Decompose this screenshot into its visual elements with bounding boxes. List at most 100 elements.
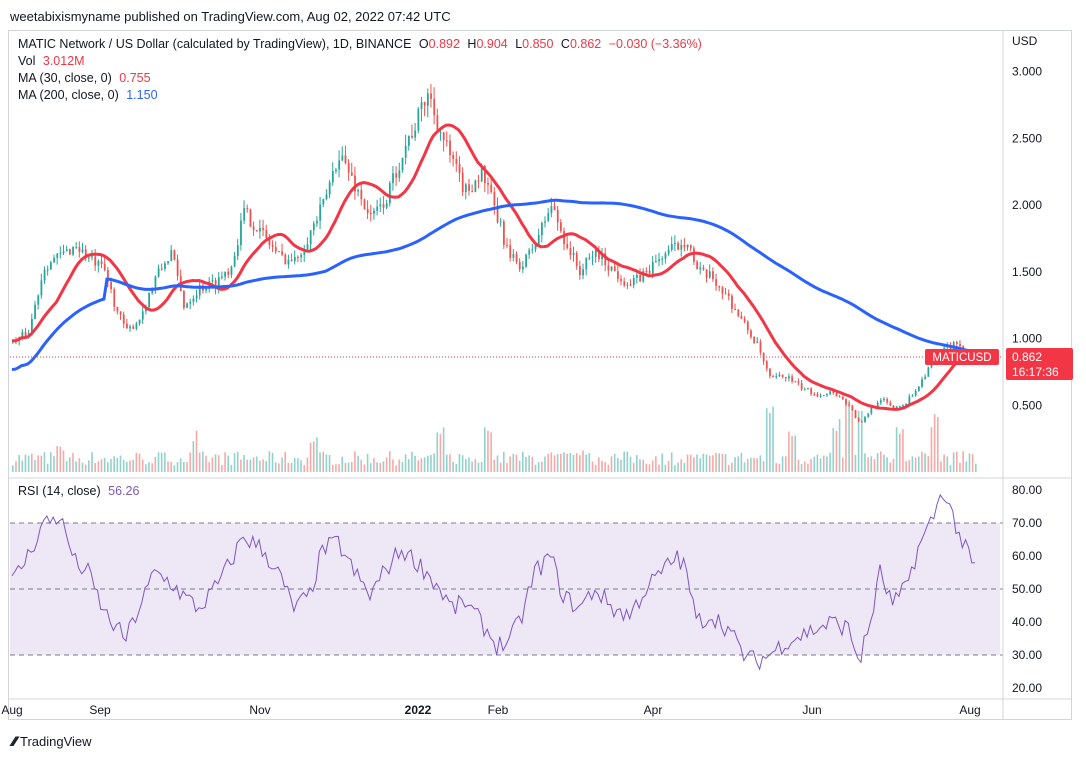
- volume-bar: [458, 453, 461, 472]
- volume-bar: [167, 461, 169, 472]
- volume-bar: [629, 456, 632, 472]
- candle-body: [255, 230, 258, 232]
- footer-brand[interactable]: ⁄⁄⁄ TradingView: [12, 733, 92, 749]
- candle-body: [699, 267, 702, 270]
- candle-body: [224, 271, 227, 277]
- candle-body: [303, 249, 306, 255]
- rsi-label: RSI (14, close): [18, 484, 101, 498]
- volume-bar: [138, 453, 141, 472]
- candle-body: [154, 276, 157, 288]
- candle-body: [718, 285, 721, 288]
- volume-bar: [829, 452, 831, 472]
- volume-bar: [886, 457, 888, 472]
- volume-bar: [122, 459, 125, 472]
- volume-bar: [176, 462, 179, 472]
- candle-body: [822, 395, 825, 397]
- high-label: H: [467, 37, 477, 51]
- volume-bar: [401, 462, 404, 472]
- volume-bar: [186, 462, 188, 472]
- candle-body: [265, 229, 268, 239]
- volume-bar: [300, 460, 302, 472]
- volume-bar: [208, 462, 211, 472]
- volume-bar: [173, 465, 176, 472]
- candle-body: [176, 259, 179, 276]
- volume-bar: [857, 411, 860, 472]
- volume-bar: [483, 427, 486, 472]
- volume-bar: [924, 453, 926, 472]
- volume-bar: [433, 453, 435, 472]
- volume-bar: [971, 454, 974, 472]
- candle-body: [911, 395, 914, 397]
- volume-bar: [170, 461, 172, 472]
- candle-body: [382, 204, 385, 208]
- candle-body: [620, 278, 623, 282]
- candle-body: [78, 247, 81, 252]
- candle-body: [464, 184, 467, 193]
- volume-bar: [712, 455, 714, 472]
- candle-body: [21, 332, 24, 338]
- candle-body: [100, 261, 103, 265]
- volume-bar: [21, 460, 24, 472]
- candle-body: [468, 184, 470, 191]
- volume-bar: [832, 428, 835, 472]
- volume-bar: [249, 459, 252, 472]
- candle-body: [528, 249, 531, 255]
- volume-bar: [680, 459, 682, 472]
- volume-bar: [914, 457, 917, 472]
- candle-body: [756, 341, 759, 343]
- candle-body: [354, 175, 356, 192]
- volume-bar: [873, 459, 876, 472]
- volume-bar: [626, 451, 629, 472]
- volume-bar: [566, 453, 568, 472]
- candle-body: [474, 180, 477, 192]
- volume-bar: [442, 427, 445, 472]
- ma200-legend: MA (200, close, 0) 1.150: [18, 88, 158, 102]
- candle-body: [157, 268, 160, 277]
- volume-bar: [18, 454, 20, 472]
- volume-bar: [588, 452, 591, 472]
- candle-body: [119, 311, 122, 315]
- volume-bar: [737, 456, 740, 472]
- price-tick-label: 0.500: [1012, 398, 1042, 412]
- candle-body: [110, 282, 113, 290]
- volume-bar: [69, 457, 71, 472]
- volume-bar: [157, 452, 160, 472]
- volume-bar: [762, 461, 765, 472]
- volume-bar: [262, 459, 264, 472]
- candle-body: [696, 261, 699, 270]
- volume-bar: [347, 462, 350, 472]
- ma200-label: MA (200, close, 0): [18, 88, 119, 102]
- candle-body: [62, 251, 65, 253]
- volume-bar: [78, 458, 81, 472]
- candle-body: [236, 245, 239, 256]
- candle-body: [309, 230, 312, 245]
- candle-body: [293, 256, 296, 262]
- volume-bar: [816, 454, 819, 472]
- candle-body: [544, 221, 546, 223]
- candle-body: [743, 318, 746, 322]
- candle-body: [810, 388, 813, 395]
- volume-bar: [480, 462, 483, 472]
- volume-bar: [306, 457, 309, 472]
- candle-body: [347, 163, 350, 173]
- volume-bar: [544, 456, 546, 472]
- volume-bar: [822, 455, 825, 472]
- candle-body: [233, 255, 236, 267]
- volume-bar: [895, 427, 898, 472]
- volume-bar: [651, 460, 654, 472]
- candle-body: [420, 102, 423, 109]
- volume-bar: [949, 465, 952, 472]
- rsi-value: 56.26: [108, 484, 140, 498]
- candle-body: [734, 308, 737, 310]
- candle-body: [217, 277, 220, 289]
- volume-bar: [363, 464, 366, 472]
- candle-body: [902, 405, 904, 407]
- volume-bar: [230, 464, 233, 472]
- candle-body: [506, 244, 508, 246]
- candle-body: [122, 314, 125, 324]
- volume-bar: [841, 457, 844, 472]
- time-tick-label: Aug: [1, 703, 22, 717]
- candle-body: [724, 293, 727, 295]
- volume-bar: [683, 462, 686, 472]
